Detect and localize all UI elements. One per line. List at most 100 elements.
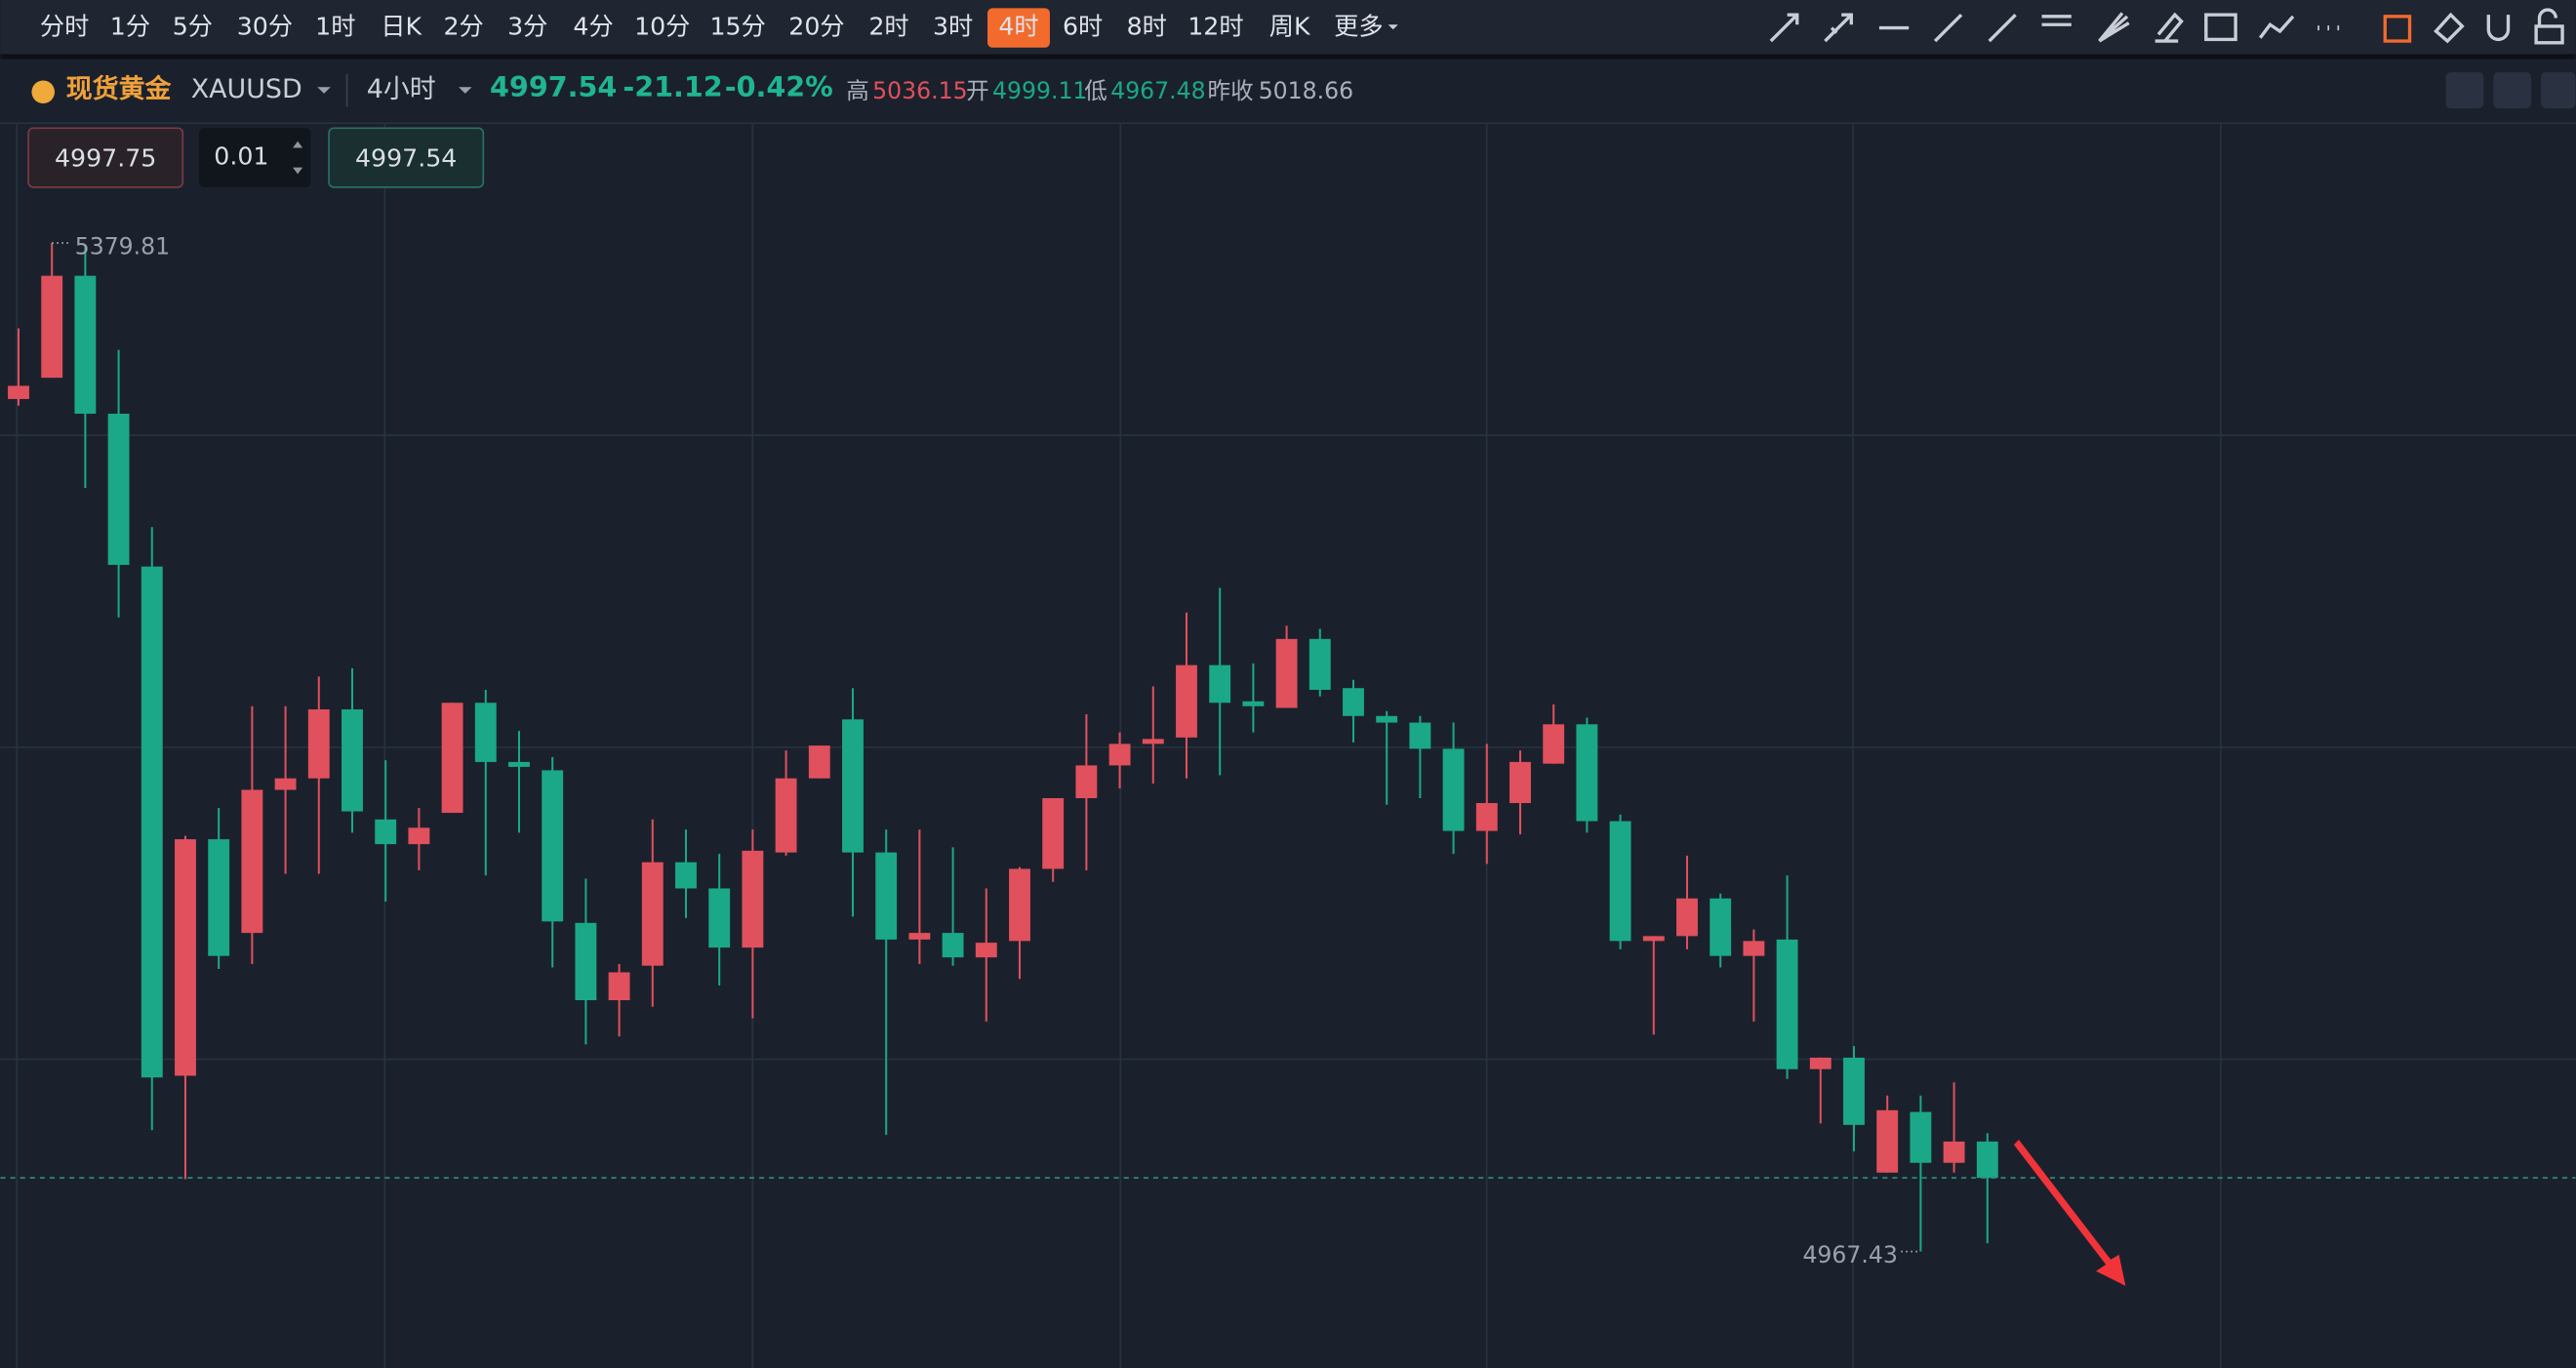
interval-button[interactable]: 3时 bbox=[933, 13, 973, 41]
max-label: 5379.81 bbox=[75, 233, 170, 261]
interval-button[interactable]: 2时 bbox=[868, 13, 908, 41]
tool-fan[interactable] bbox=[2098, 12, 2130, 43]
tool-fib[interactable] bbox=[2041, 15, 2072, 26]
more-button[interactable]: 更多 bbox=[1334, 13, 1383, 41]
interval-button[interactable]: 20分 bbox=[788, 13, 844, 41]
tool-trend[interactable] bbox=[1988, 13, 2017, 43]
settings-button[interactable] bbox=[2445, 72, 2484, 109]
open-value: 4999.11 bbox=[992, 77, 1087, 104]
candle-body bbox=[1676, 898, 1698, 937]
buy-button[interactable] bbox=[328, 127, 485, 188]
quantity-value[interactable]: 0.01 bbox=[214, 142, 268, 171]
candle-body bbox=[1009, 868, 1030, 942]
candle-body bbox=[842, 719, 864, 853]
tool-arrow[interactable] bbox=[1769, 13, 1799, 43]
interval-button[interactable]: 30分 bbox=[237, 13, 293, 41]
candle-body bbox=[1275, 638, 1298, 708]
candle-body bbox=[1308, 638, 1331, 690]
candle-body bbox=[175, 839, 196, 1076]
candle-body bbox=[41, 275, 63, 379]
interval-button[interactable]: 10分 bbox=[634, 13, 690, 41]
candle-body bbox=[1743, 941, 1765, 956]
candle-body bbox=[875, 852, 898, 940]
interval-button[interactable]: 6时 bbox=[1063, 13, 1103, 41]
interval-button[interactable]: 日K bbox=[381, 13, 423, 41]
sell-price[interactable]: 4997.75 bbox=[55, 143, 156, 172]
dropdown-arrow[interactable] bbox=[459, 87, 472, 94]
candle-body bbox=[942, 933, 964, 958]
tool-ray[interactable] bbox=[1824, 13, 1853, 43]
annotation-arrow bbox=[2013, 1140, 2126, 1286]
interval-button[interactable]: 4分 bbox=[573, 13, 613, 41]
candle-body bbox=[908, 933, 931, 940]
interval-button[interactable]: 15分 bbox=[709, 13, 765, 41]
candle-body bbox=[241, 789, 263, 934]
candle-body bbox=[808, 745, 830, 779]
candle-body bbox=[1209, 664, 1231, 704]
candle-body bbox=[141, 566, 163, 1078]
candle-body bbox=[208, 839, 230, 956]
interval-button[interactable]: 2分 bbox=[443, 13, 483, 41]
buy-price[interactable]: 4997.54 bbox=[355, 143, 457, 172]
drawing-tools[interactable] bbox=[1769, 8, 2564, 45]
candle-body bbox=[1343, 688, 1364, 716]
toolbar-divider bbox=[0, 54, 2576, 60]
interval-button[interactable]: 12时 bbox=[1187, 13, 1243, 41]
quantity-input[interactable] bbox=[199, 128, 311, 187]
symbol-name[interactable]: 现货黄金 bbox=[66, 73, 173, 104]
tool-magnet[interactable] bbox=[2486, 15, 2511, 42]
interval-button[interactable]: 分时 bbox=[40, 13, 89, 41]
candle-body bbox=[542, 770, 564, 922]
candle-body bbox=[1843, 1057, 1865, 1125]
candle-body bbox=[1409, 722, 1431, 749]
interval-button[interactable]: 8时 bbox=[1127, 13, 1167, 41]
tool-eraser[interactable] bbox=[2434, 12, 2465, 44]
candle-body bbox=[1108, 744, 1131, 766]
interval-name[interactable]: 4小时 bbox=[367, 74, 436, 104]
candle-body bbox=[274, 778, 297, 790]
tool-edit[interactable] bbox=[2383, 15, 2412, 43]
dropdown-arrow[interactable] bbox=[1388, 24, 1398, 30]
candle-body bbox=[408, 827, 430, 845]
candle-body bbox=[742, 850, 764, 948]
tool-lock[interactable] bbox=[2534, 8, 2564, 45]
candle-body bbox=[74, 275, 97, 414]
candle-body bbox=[1642, 936, 1665, 942]
candle-body bbox=[1910, 1111, 1932, 1163]
symbol-code[interactable]: XAUUSD bbox=[191, 74, 302, 104]
candle-body bbox=[1376, 715, 1398, 723]
interval-button[interactable]: 周K bbox=[1269, 13, 1311, 41]
candle-body bbox=[1543, 724, 1565, 764]
interval-button[interactable]: 3分 bbox=[507, 13, 547, 41]
candle-body bbox=[1609, 821, 1631, 942]
interval-button[interactable]: 4时 bbox=[998, 13, 1038, 41]
candle-body bbox=[1876, 1109, 1899, 1173]
settings-button[interactable] bbox=[2541, 72, 2576, 109]
dropdown-arrow[interactable] bbox=[317, 87, 331, 94]
sell-button[interactable] bbox=[27, 127, 184, 188]
candle-body bbox=[1710, 898, 1732, 956]
candle-body bbox=[1509, 761, 1531, 804]
candle-body bbox=[1142, 739, 1164, 744]
candle-body bbox=[1042, 798, 1065, 869]
prev-close-label: 昨收 bbox=[1208, 77, 1254, 104]
min-label: 4967.43 bbox=[1802, 1241, 1897, 1268]
candle-body bbox=[1943, 1141, 1965, 1163]
tool-pen[interactable] bbox=[2154, 12, 2184, 43]
interval-button[interactable]: 1分 bbox=[110, 13, 150, 41]
candle-body bbox=[1576, 724, 1598, 822]
settings-button[interactable] bbox=[2493, 72, 2532, 109]
candle-body bbox=[375, 819, 397, 845]
tool-wave[interactable] bbox=[2259, 15, 2295, 39]
low-label: 低 bbox=[1084, 77, 1107, 104]
interval-button[interactable]: 5分 bbox=[173, 13, 213, 41]
interval-button[interactable]: 1时 bbox=[315, 13, 355, 41]
candle-body bbox=[1075, 765, 1098, 799]
tool-image[interactable] bbox=[2204, 13, 2237, 42]
candles bbox=[8, 243, 1998, 1252]
candle-body bbox=[307, 709, 330, 779]
tool-segment[interactable] bbox=[1933, 13, 1963, 43]
open-label: 开 bbox=[966, 77, 989, 104]
chart-settings[interactable] bbox=[2445, 72, 2576, 109]
